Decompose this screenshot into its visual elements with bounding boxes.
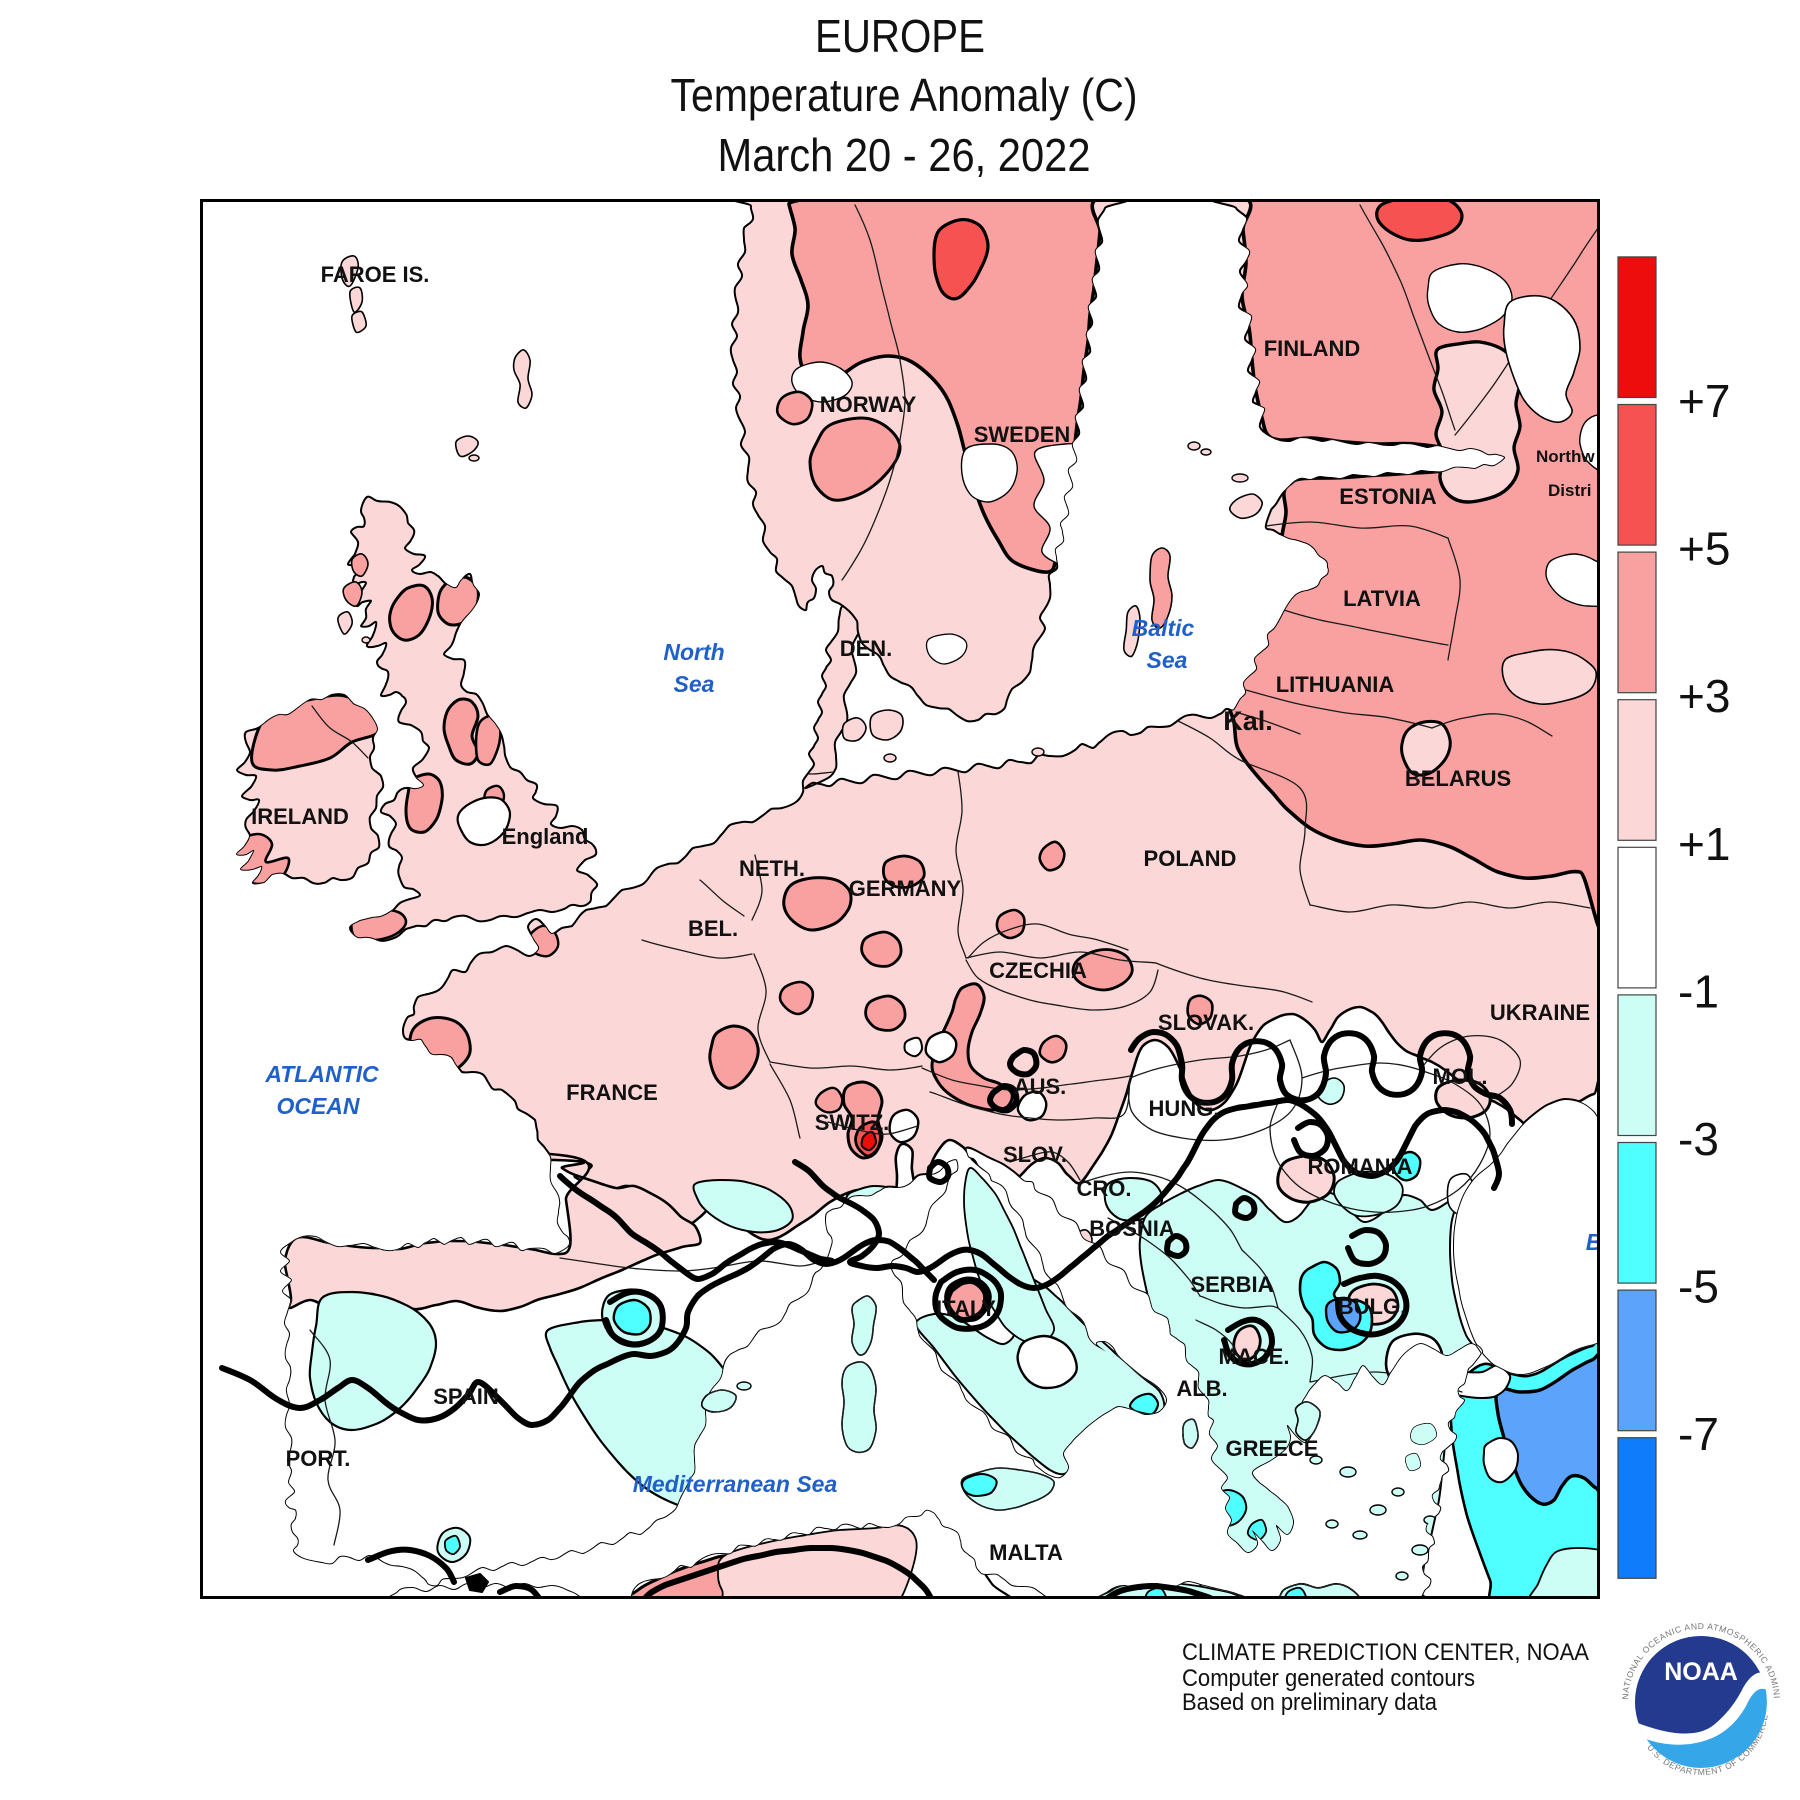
svg-text:SWITZ.: SWITZ.	[815, 1110, 890, 1135]
svg-text:Sea: Sea	[1147, 647, 1188, 673]
svg-text:ESTONIA: ESTONIA	[1339, 484, 1437, 509]
svg-text:NORWAY: NORWAY	[820, 392, 917, 417]
svg-text:NETH.: NETH.	[739, 856, 805, 881]
svg-text:SWEDEN: SWEDEN	[974, 422, 1071, 447]
svg-text:+3: +3	[1678, 670, 1730, 722]
svg-text:ROMANIA: ROMANIA	[1307, 1154, 1412, 1179]
svg-text:Distri: Distri	[1548, 481, 1591, 500]
svg-text:NOAA: NOAA	[1664, 1658, 1738, 1686]
svg-text:OCEAN: OCEAN	[276, 1093, 359, 1119]
svg-text:Baltic: Baltic	[1132, 615, 1195, 641]
svg-text:BOSNIA: BOSNIA	[1089, 1216, 1175, 1241]
svg-text:Temperature Anomaly (C): Temperature Anomaly (C)	[671, 69, 1138, 121]
svg-text:LATVIA: LATVIA	[1343, 586, 1421, 611]
svg-text:MALTA: MALTA	[989, 1540, 1063, 1565]
svg-text:BEL.: BEL.	[688, 916, 738, 941]
svg-text:ALB.: ALB.	[1176, 1376, 1227, 1401]
svg-text:-5: -5	[1678, 1261, 1719, 1313]
svg-text:England: England	[502, 824, 589, 849]
svg-text:FRANCE: FRANCE	[566, 1080, 658, 1105]
svg-text:B: B	[1586, 1229, 1603, 1255]
svg-text:ITALY: ITALY	[936, 1296, 996, 1321]
svg-text:Based on preliminary data: Based on preliminary data	[1182, 1689, 1438, 1716]
svg-text:CZECHIA: CZECHIA	[989, 958, 1087, 983]
svg-text:UKRAINE: UKRAINE	[1490, 1000, 1590, 1025]
svg-text:BELARUS: BELARUS	[1405, 766, 1511, 791]
svg-text:Kal.: Kal.	[1223, 706, 1273, 736]
svg-text:FINLAND: FINLAND	[1264, 336, 1361, 361]
svg-text:MOL.: MOL.	[1433, 1064, 1488, 1089]
svg-text:AUS.: AUS.	[1014, 1074, 1067, 1099]
svg-text:-1: -1	[1678, 965, 1719, 1017]
svg-text:SLOV.: SLOV.	[1003, 1142, 1067, 1167]
svg-text:+7: +7	[1678, 375, 1730, 427]
svg-text:BULG.: BULG.	[1338, 1294, 1406, 1319]
svg-text:SLOVAK.: SLOVAK.	[1158, 1010, 1254, 1035]
svg-text:-7: -7	[1678, 1408, 1719, 1460]
svg-text:Mediterranean Sea: Mediterranean Sea	[633, 1471, 838, 1497]
svg-text:FAROE IS.: FAROE IS.	[321, 262, 430, 287]
svg-text:CLIMATE PREDICTION CENTER, NOA: CLIMATE PREDICTION CENTER, NOAA	[1182, 1639, 1589, 1666]
svg-text:Sea: Sea	[674, 671, 715, 697]
svg-text:+5: +5	[1678, 523, 1730, 575]
svg-text:HUNG.: HUNG.	[1149, 1096, 1220, 1121]
svg-text:Computer generated contours: Computer generated contours	[1182, 1665, 1475, 1692]
svg-text:POLAND: POLAND	[1144, 846, 1237, 871]
svg-text:-3: -3	[1678, 1113, 1719, 1165]
svg-text:PORT.: PORT.	[286, 1446, 351, 1471]
svg-text:SERBIA: SERBIA	[1190, 1272, 1273, 1297]
svg-text:IRELAND: IRELAND	[251, 804, 349, 829]
svg-text:LITHUANIA: LITHUANIA	[1276, 672, 1395, 697]
svg-text:March 20 - 26, 2022: March 20 - 26, 2022	[718, 129, 1091, 181]
svg-text:CRO.: CRO.	[1077, 1176, 1132, 1201]
svg-text:+1: +1	[1678, 818, 1730, 870]
svg-text:ATLANTIC: ATLANTIC	[264, 1061, 379, 1087]
svg-text:DEN.: DEN.	[840, 636, 893, 661]
svg-text:SPAIN: SPAIN	[433, 1384, 499, 1409]
svg-text:MACE.: MACE.	[1219, 1344, 1290, 1369]
svg-text:Northw: Northw	[1536, 447, 1595, 466]
svg-text:North: North	[663, 639, 724, 665]
svg-text:EUROPE: EUROPE	[815, 10, 985, 62]
svg-text:GERMANY: GERMANY	[849, 876, 962, 901]
svg-text:GREECE: GREECE	[1226, 1436, 1319, 1461]
